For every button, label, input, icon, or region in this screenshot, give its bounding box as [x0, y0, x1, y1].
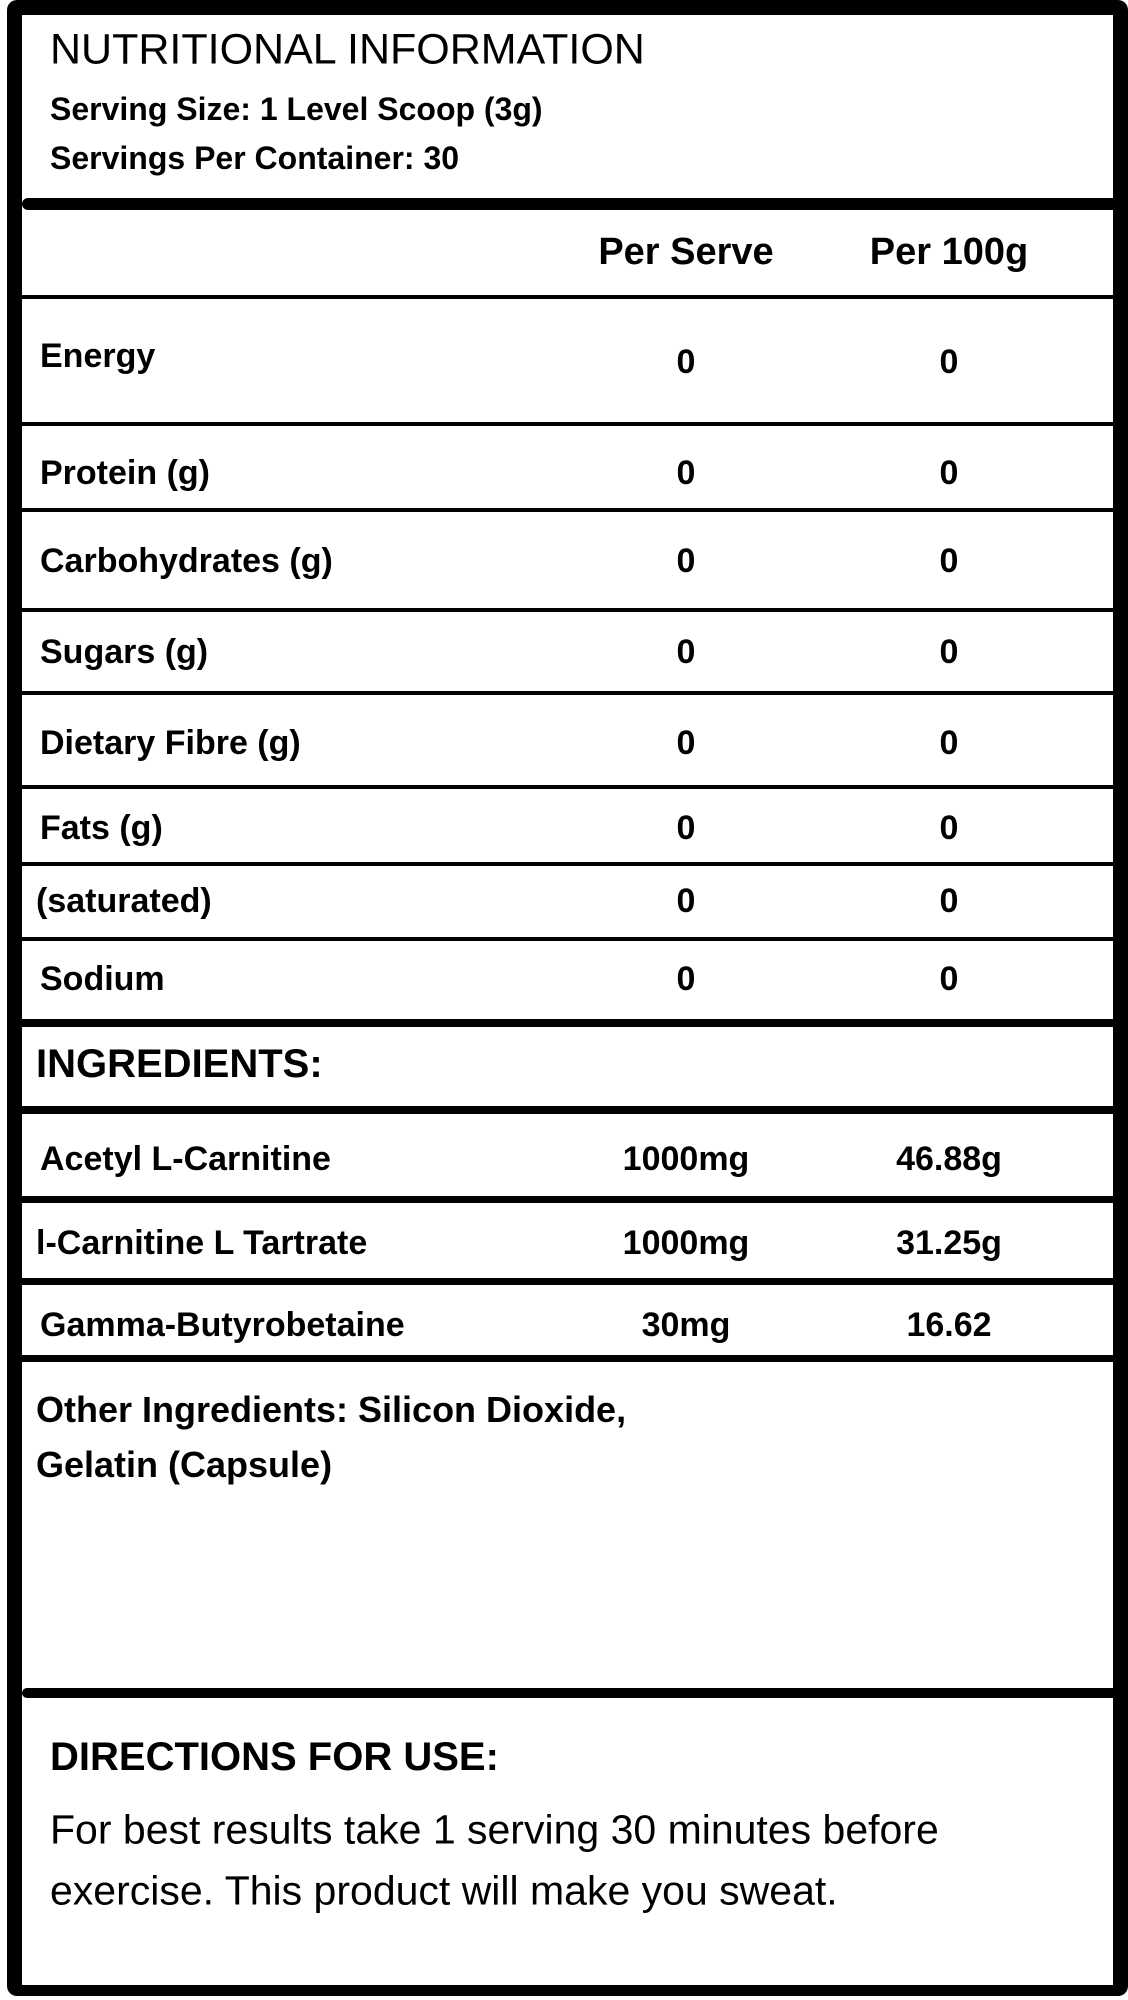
- divider: [22, 1106, 1113, 1114]
- ingredient-per-100g: 31.25g: [896, 1224, 1002, 1262]
- nutrient-per-serve: 0: [676, 542, 696, 580]
- nutrient-label: Dietary Fibre (g): [40, 724, 301, 762]
- divider: [22, 785, 1113, 789]
- nutrient-label: Protein (g): [40, 454, 210, 492]
- ingredient-per-serve: 30mg: [641, 1306, 731, 1344]
- ingredient-label: Acetyl L-Carnitine: [40, 1140, 331, 1178]
- directions-text: For best results take 1 serving 30 minut…: [50, 1806, 939, 1853]
- directions-text-continued: exercise. This product will make you swe…: [50, 1867, 838, 1914]
- nutrient-per-100g: 0: [939, 960, 959, 998]
- nutrient-label: Fats (g): [40, 809, 163, 847]
- divider: [22, 937, 1113, 941]
- divider: [22, 1355, 1113, 1362]
- ingredient-label: Gamma-Butyrobetaine: [40, 1306, 405, 1344]
- ingredient-per-serve: 1000mg: [622, 1140, 750, 1178]
- nutrient-per-100g: 0: [939, 882, 959, 920]
- nutrient-per-serve: 0: [676, 454, 696, 492]
- nutrient-per-serve: 0: [676, 960, 696, 998]
- serving-size: Serving Size: 1 Level Scoop (3g): [50, 91, 543, 127]
- divider: [22, 1196, 1113, 1203]
- column-header-per-serve: Per Serve: [598, 231, 774, 273]
- other-ingredients-continued: Gelatin (Capsule): [36, 1444, 333, 1485]
- divider: [22, 1278, 1113, 1285]
- nutrient-per-100g: 0: [939, 633, 959, 671]
- divider: [22, 608, 1113, 612]
- nutrient-per-serve: 0: [676, 724, 696, 762]
- divider-thick: [22, 1688, 1113, 1698]
- nutrient-per-100g: 0: [939, 454, 959, 492]
- nutrient-per-serve: 0: [676, 343, 696, 381]
- nutrient-per-100g: 0: [939, 724, 959, 762]
- divider: [22, 691, 1113, 695]
- nutrient-label: Carbohydrates (g): [40, 542, 333, 580]
- ingredient-per-serve: 1000mg: [622, 1224, 750, 1262]
- nutrient-per-serve: 0: [676, 809, 696, 847]
- divider: [22, 422, 1113, 426]
- servings-per-container: Servings Per Container: 30: [50, 140, 460, 176]
- divider: [22, 862, 1113, 866]
- directions-heading: DIRECTIONS FOR USE:: [50, 1735, 499, 1779]
- ingredient-per-100g: 46.88g: [896, 1140, 1002, 1178]
- nutrient-label: Energy: [40, 337, 156, 375]
- nutrient-label: Sodium: [40, 960, 165, 998]
- nutrient-label: (saturated): [36, 882, 212, 920]
- nutrient-per-serve: 0: [676, 882, 696, 920]
- divider: [22, 508, 1113, 512]
- divider: [22, 1019, 1113, 1027]
- nutrient-label: Sugars (g): [40, 633, 209, 671]
- nutrient-per-100g: 0: [939, 809, 959, 847]
- other-ingredients: Other Ingredients: Silicon Dioxide,: [36, 1389, 627, 1430]
- divider: [22, 295, 1113, 299]
- label-title: NUTRITIONAL INFORMATION: [50, 25, 645, 74]
- column-header-per-100g: Per 100g: [869, 231, 1029, 273]
- divider-thick: [22, 198, 1113, 210]
- nutrient-per-serve: 0: [676, 633, 696, 671]
- nutrient-per-100g: 0: [939, 542, 959, 580]
- ingredient-label: l-Carnitine L Tartrate: [36, 1224, 368, 1262]
- nutrient-per-100g: 0: [939, 343, 959, 381]
- ingredient-per-100g: 16.62: [906, 1306, 992, 1344]
- ingredients-heading: INGREDIENTS:: [36, 1042, 323, 1086]
- label-panel: [22, 15, 1113, 1985]
